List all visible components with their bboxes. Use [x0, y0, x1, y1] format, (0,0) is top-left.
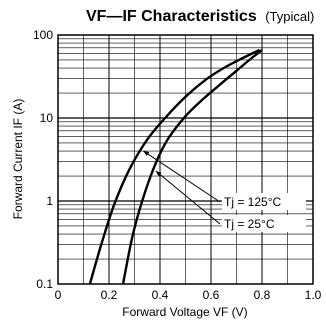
y-tick-label: 0.1 [36, 277, 53, 291]
annotation-label-background [222, 215, 306, 232]
x-tick-label: 0.8 [254, 288, 271, 302]
y-tick-labels: 0.1 1 10 100 [33, 28, 53, 291]
y-axis-label: Forward Current IF (A) [11, 99, 25, 220]
data-series [88, 48, 263, 285]
x-tick-label: 0 [55, 288, 62, 302]
annotations: Tj = 125°C Tj = 25°C [143, 150, 306, 232]
x-tick-label: 0.2 [101, 288, 118, 302]
y-tick-label: 100 [33, 28, 53, 42]
x-tick-labels: 0 0.2 0.4 0.6 0.8 1.0 [55, 288, 322, 302]
annotation-label: Tj = 25°C [224, 217, 275, 231]
annotation-arrowhead [155, 170, 162, 177]
series-line [121, 49, 263, 285]
annotation-leader [143, 150, 221, 203]
annotation-label-background [222, 193, 306, 210]
x-tick-label: 0.4 [152, 288, 169, 302]
y-tick-label: 1 [46, 194, 53, 208]
grid-lines [58, 35, 313, 284]
annotation-arrowhead [143, 151, 150, 157]
x-tick-label: 1.0 [305, 288, 322, 302]
annotation-label: Tj = 125°C [224, 195, 281, 209]
annotation-leader [155, 170, 221, 225]
plot-area-border [57, 34, 314, 285]
chart-title-main: VF—IF Characteristics [86, 8, 257, 25]
chart-subtitle: (Typical) [265, 9, 314, 24]
x-tick-label: 0.6 [203, 288, 220, 302]
svg-text:VF—IF Characteristics (: VF—IF Characteristics (Typical) [86, 8, 314, 25]
y-tick-label: 10 [40, 111, 54, 125]
series-line [88, 48, 261, 285]
chart-title: VF—IF Characteristics (Typical) [86, 8, 314, 25]
x-axis-label: Forward Voltage VF (V) [122, 305, 247, 319]
